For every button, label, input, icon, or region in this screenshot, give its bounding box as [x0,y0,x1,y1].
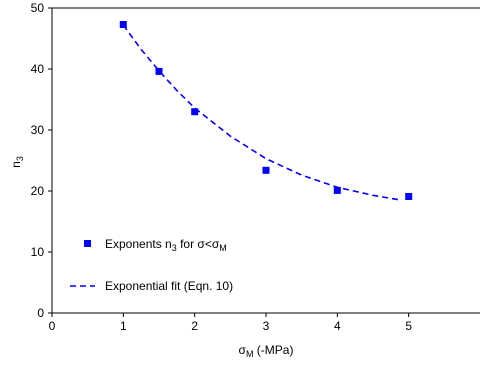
y-axis-title: n3 [9,156,25,168]
legend-label-exponents: Exponents n3 for σ<σM [105,237,227,253]
y-ticks: 0 10 20 30 40 50 [31,1,52,320]
data-point [333,186,341,194]
x-axis-title-sub: M [246,349,254,359]
data-point [191,108,199,116]
x-tick-label: 0 [49,319,56,333]
legend-marker-exponents [84,240,91,247]
y-tick-label: 30 [31,123,45,137]
fit-layer [122,24,402,201]
y-tick-label: 10 [31,245,45,259]
x-axis-title-main: σ [239,343,247,357]
x-tick-label: 4 [334,319,341,333]
data-point [262,166,270,174]
data-point [405,193,413,200]
legend-exponents-mid: for σ<σ [177,237,220,251]
data-point [119,21,127,28]
legend: Exponents n3 for σ<σM Exponential fit (E… [70,237,233,293]
legend-exponents-sub2: M [219,243,227,253]
data-point [155,67,163,75]
x-ticks: 0 1 2 3 4 5 [49,313,412,333]
legend-exponents-sub1: 3 [172,243,177,253]
x-tick-label: 3 [263,319,270,333]
x-axis-title: σM (-MPa) [239,343,294,359]
fit-series-line [122,24,402,201]
y-tick-label: 20 [31,184,45,198]
x-tick-label: 5 [405,319,412,333]
legend-exponents-pre: Exponents n [105,237,172,251]
y-axis-title-sub: 3 [15,156,25,161]
y-axis-title-main: n [9,161,23,168]
y-tick-label: 40 [31,62,45,76]
points-layer [119,21,413,200]
y-tick-label: 0 [37,306,44,320]
x-tick-label: 2 [191,319,198,333]
x-tick-label: 1 [120,319,127,333]
y-tick-label: 50 [31,1,45,15]
legend-label-fit: Exponential fit (Eqn. 10) [105,279,233,293]
x-axis-title-suffix: (-MPa) [253,343,293,357]
